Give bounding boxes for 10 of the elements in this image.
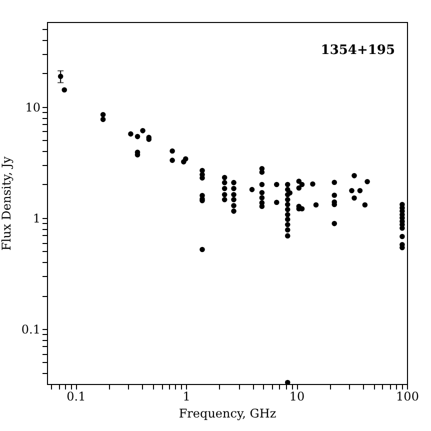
y-tick-label: 0.1 bbox=[21, 322, 40, 337]
x-axis-title: Frequency, GHz bbox=[178, 406, 276, 420]
x-tick-label: 1 bbox=[182, 390, 190, 404]
annotation: 1354+195 bbox=[320, 43, 395, 58]
x-tick-label: 10 bbox=[289, 390, 305, 404]
x-tick-label: 100 bbox=[396, 390, 419, 404]
y-tick-label: 1 bbox=[32, 211, 40, 226]
y-axis-title: Flux Density, Jy bbox=[0, 156, 14, 251]
y-tick-label: 10 bbox=[25, 100, 40, 114]
x-tick-label: 0.1 bbox=[66, 390, 86, 404]
